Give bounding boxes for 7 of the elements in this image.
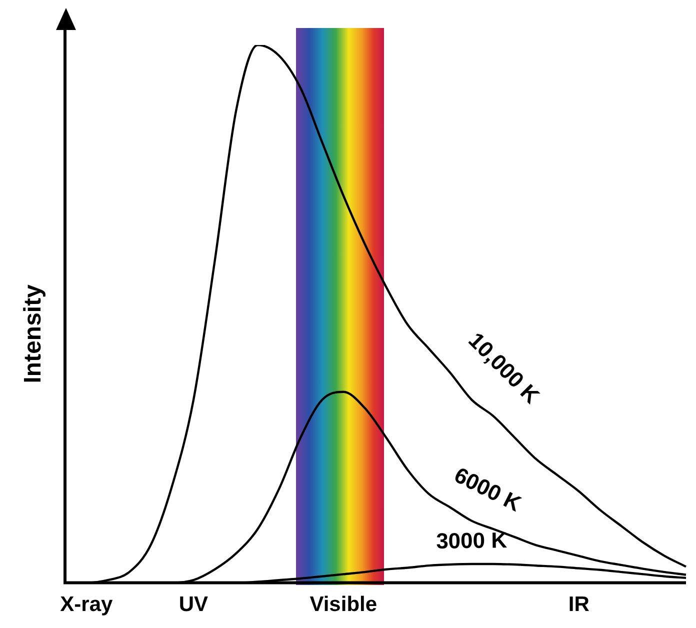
series-label: 3000 K — [436, 528, 508, 554]
x-tick-label: Visible — [310, 593, 378, 616]
y-axis-title: Intensity — [20, 284, 47, 384]
x-tick-label: UV — [178, 593, 208, 616]
x-tick-label: IR — [568, 593, 590, 616]
text: 6000 K — [450, 462, 526, 516]
x-tick-label: X-ray — [60, 593, 113, 616]
